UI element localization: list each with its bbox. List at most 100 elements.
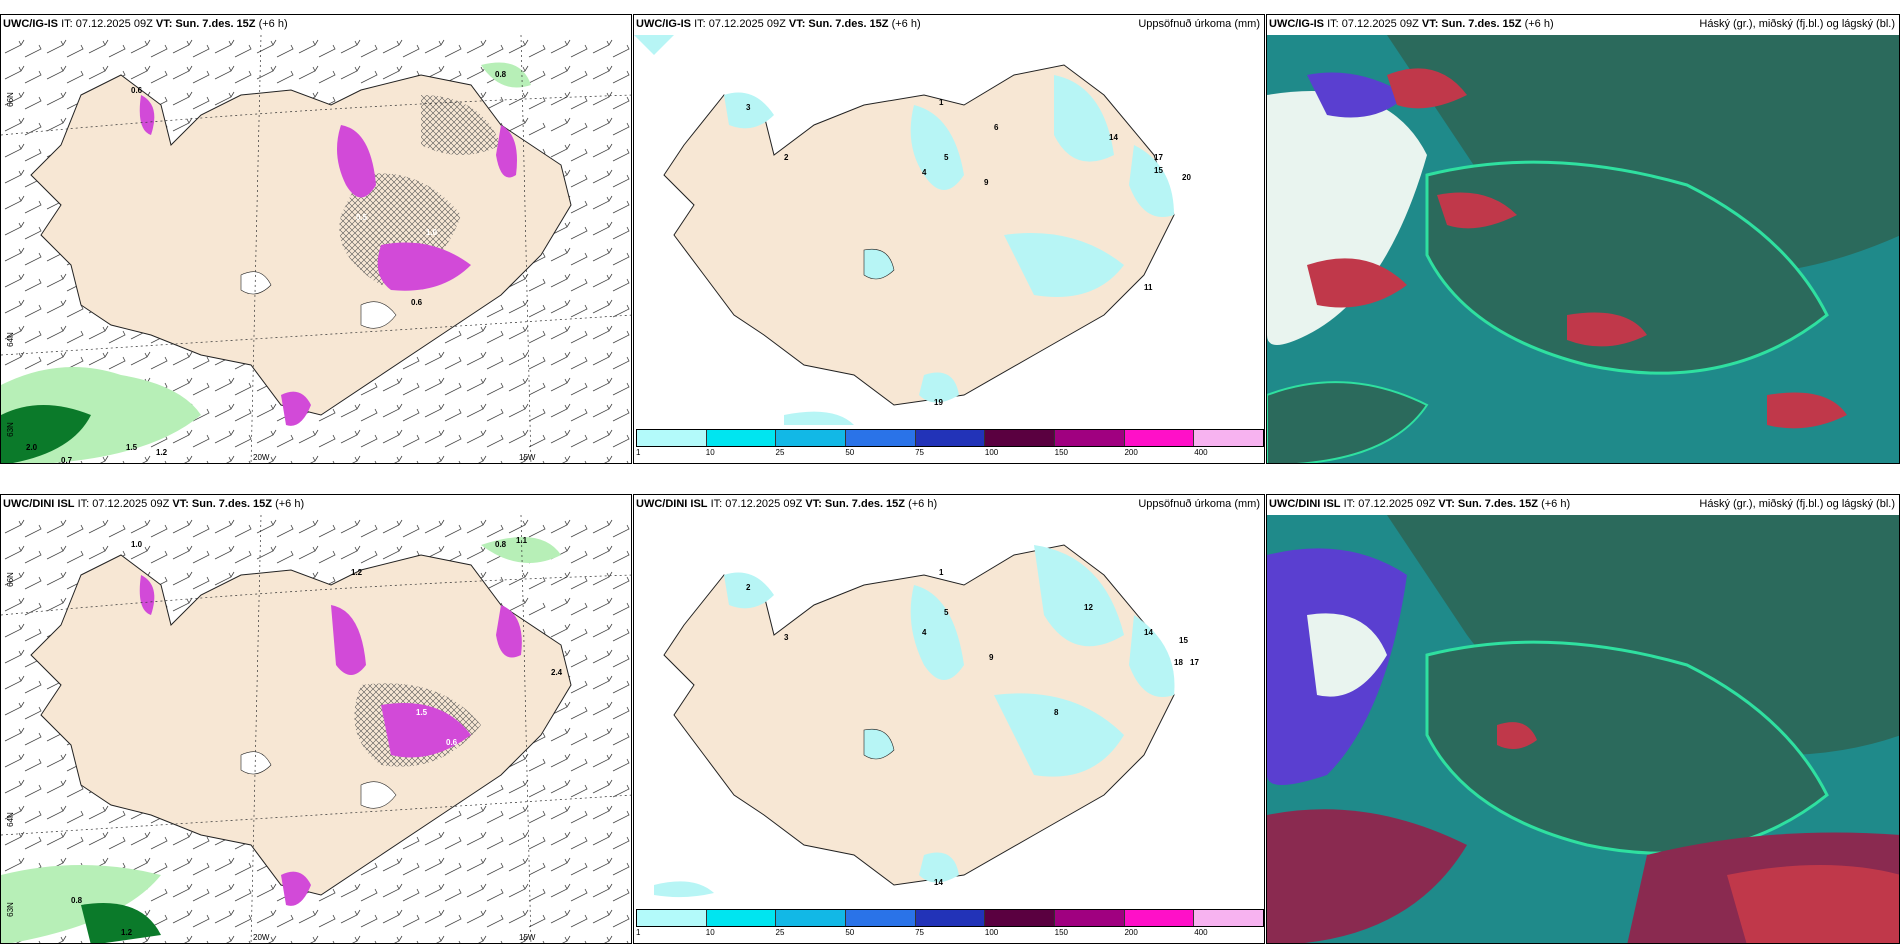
precip-value: 1.5 xyxy=(416,708,428,717)
scale-tick-label: 200 xyxy=(1124,448,1138,457)
scale-swatch xyxy=(1055,910,1125,926)
precip-value: 18 xyxy=(1174,658,1183,667)
scale-swatch xyxy=(706,430,777,446)
precip-value: 1.2 xyxy=(156,448,168,457)
precip-value: 17 xyxy=(1190,658,1199,667)
precip-value: 3 xyxy=(784,633,789,642)
precip-value: 17 xyxy=(1154,153,1163,162)
scale-tick-label: 50 xyxy=(845,448,855,457)
wind-precip-map: 1.0 0.8 1.1 1.2 0.6 1.5 2.4 0.8 1.2 xyxy=(1,515,631,943)
scale-swatch xyxy=(706,910,777,926)
panel-header: UWC/IG-IS IT: 07.12.2025 09Z VT: Sun. 7.… xyxy=(3,18,288,30)
panel-title-right: Uppsöfnuð úrkoma (mm) xyxy=(1138,498,1260,510)
precip-value: 4 xyxy=(922,168,927,177)
precip-color-scale: 1 10 25 50 75 100 150 200 400 xyxy=(636,429,1264,459)
panel-title-right: Uppsöfnuð úrkoma (mm) xyxy=(1138,18,1260,30)
scale-swatch xyxy=(985,430,1056,446)
precip-value: 0.6 xyxy=(446,738,458,747)
precip-value: 2 xyxy=(784,153,789,162)
scale-swatch xyxy=(776,430,847,446)
precip-value: 5 xyxy=(944,153,949,162)
precip-value: 12 xyxy=(1084,603,1093,612)
precip-value: 0.8 xyxy=(71,896,83,905)
precip-value: 2 xyxy=(746,583,751,592)
iceland-land xyxy=(663,64,1175,406)
panel-dini-wind-precip: UWC/DINI ISL IT: 07.12.2025 09Z VT: Sun.… xyxy=(0,494,632,944)
lon-label: 15W xyxy=(519,453,536,462)
precip-value: 1.2 xyxy=(121,928,133,937)
scale-tick-label: 10 xyxy=(705,448,715,457)
accum-precip-map: 2 3 1 4 5 9 12 14 15 18 17 8 14 xyxy=(654,544,1199,898)
scale-swatch xyxy=(915,430,986,446)
lon-label: 20W xyxy=(253,453,270,462)
lat-label: 66N xyxy=(5,572,15,587)
scale-tick-label: 100 xyxy=(984,928,999,937)
precip-value: 1 xyxy=(939,98,944,107)
scale-tick-label: 10 xyxy=(705,928,715,937)
precip-value: 14 xyxy=(1144,628,1153,637)
precip-value: 19 xyxy=(934,398,943,407)
panel-title-right: Háský (gr.), miðský (fj.bl.) og lágský (… xyxy=(1699,498,1895,510)
scale-tick-label: 25 xyxy=(775,928,785,937)
iceland-land xyxy=(30,74,572,416)
wind-precip-map: 0.6 0.8 1.0 0.5 2.0 0.7 1.5 0.6 1.2 xyxy=(1,35,631,463)
panel-header: UWC/DINI ISL IT: 07.12.2025 09Z VT: Sun.… xyxy=(1269,498,1571,510)
panel-header: UWC/IG-IS IT: 07.12.2025 09Z VT: Sun. 7.… xyxy=(636,18,921,30)
scale-swatch xyxy=(915,910,986,926)
scale-tick-label: 1 xyxy=(636,928,641,937)
precip-value: 14 xyxy=(934,878,943,887)
accum-precip-map: 3 2 1 4 5 6 9 14 17 20 15 11 19 xyxy=(634,35,1191,425)
scale-tick-label: 150 xyxy=(1054,448,1069,457)
precip-value: 1.1 xyxy=(516,536,528,545)
panel-title-right: Háský (gr.), miðský (fj.bl.) og lágský (… xyxy=(1699,18,1895,30)
precip-value: 2.0 xyxy=(26,443,38,452)
precip-value: 20 xyxy=(1182,173,1191,182)
precip-value: 3 xyxy=(746,103,751,112)
scale-swatch xyxy=(1124,910,1195,926)
scale-tick-label: 1 xyxy=(636,448,641,457)
scale-swatch xyxy=(985,910,1056,926)
precip-value: 0.8 xyxy=(495,540,507,549)
precip-value: 1 xyxy=(939,568,944,577)
precip-value: 0.8 xyxy=(495,70,507,79)
scale-tick-label: 400 xyxy=(1194,928,1208,937)
precip-color-scale: 1 10 25 50 75 100 150 200 400 xyxy=(636,909,1264,939)
lat-label: 63N xyxy=(5,422,15,437)
scale-swatch xyxy=(637,910,707,926)
lat-label: 64N xyxy=(5,812,15,827)
precip-value: 0.6 xyxy=(411,298,423,307)
panel-header: UWC/DINI ISL IT: 07.12.2025 09Z VT: Sun.… xyxy=(3,498,305,510)
scale-swatch xyxy=(846,910,916,926)
panel-dini-clouds: UWC/DINI ISL IT: 07.12.2025 09Z VT: Sun.… xyxy=(1266,494,1900,944)
precip-value: 9 xyxy=(984,178,989,187)
panel-header: UWC/DINI ISL IT: 07.12.2025 09Z VT: Sun.… xyxy=(636,498,938,510)
panel-igis-wind-precip: UWC/IG-IS IT: 07.12.2025 09Z VT: Sun. 7.… xyxy=(0,14,632,464)
precip-value: 0.5 xyxy=(356,213,368,222)
scale-swatch xyxy=(1194,910,1264,926)
precip-value: 6 xyxy=(994,123,999,132)
scale-tick-label: 200 xyxy=(1124,928,1138,937)
scale-swatch xyxy=(776,910,847,926)
scale-tick-label: 75 xyxy=(915,928,925,937)
precip-value: 0.6 xyxy=(131,86,143,95)
scale-swatch xyxy=(846,430,916,446)
scale-swatch xyxy=(1194,430,1264,446)
scale-swatch xyxy=(637,430,707,446)
precip-value: 1.5 xyxy=(126,443,138,452)
iceland-land xyxy=(30,554,572,896)
precip-value: 15 xyxy=(1179,636,1188,645)
precip-value: 15 xyxy=(1154,166,1163,175)
panel-header: UWC/IG-IS IT: 07.12.2025 09Z VT: Sun. 7.… xyxy=(1269,18,1554,30)
lat-label: 64N xyxy=(5,332,15,347)
precip-value: 4 xyxy=(922,628,927,637)
iceland-land xyxy=(663,544,1175,886)
lon-label: 15W xyxy=(519,933,536,942)
precip-value: 5 xyxy=(944,608,949,617)
scale-swatch xyxy=(1055,430,1125,446)
precip-value: 2.4 xyxy=(551,668,563,677)
cloud-map xyxy=(1267,515,1899,943)
precip-value: 14 xyxy=(1109,133,1118,142)
precip-value: 1.0 xyxy=(426,228,438,237)
precip-value: 8 xyxy=(1054,708,1059,717)
scale-tick-label: 25 xyxy=(775,448,785,457)
